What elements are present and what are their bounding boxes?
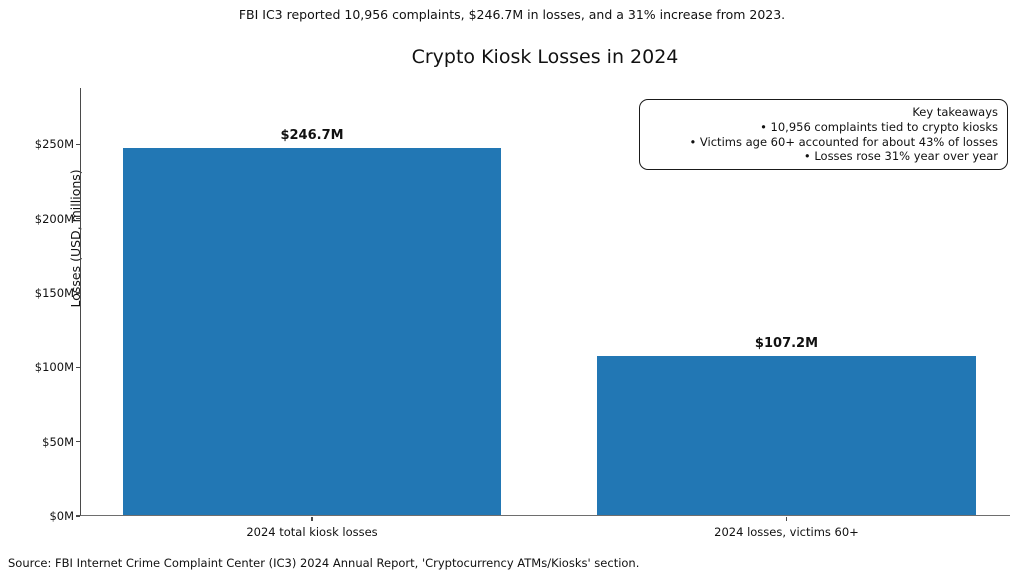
y-axis-tick-mark [76,515,80,517]
plot-area: $0M $50M $100M $150M $200M $250M $246.7M 2024 t… [35,88,1010,539]
takeaway-bullet: • Losses rose 31% year over year [803,149,998,164]
y-axis-tick-label: $250M [34,137,74,152]
y-axis-tick-mark [76,366,80,368]
y-axis-tick-mark [76,218,80,220]
y-axis-tick-mark [76,292,80,294]
x-axis-tick-mark [311,517,313,521]
y-axis-tick-mark [76,143,80,146]
y-axis-tick-label: $50M [42,434,74,449]
bar-2 [597,355,976,515]
bar-value-label: $246.7M [280,128,344,144]
key-takeaways-bullets: • 10,956 complaints tied to crypto kiosk… [646,120,998,164]
key-takeaways-title: Key takeaways [912,105,998,119]
x-axis-category-label: 2024 losses, victims 60+ [714,525,859,539]
y-axis-tick-label: $200M [34,211,74,226]
bar-1 [122,148,502,515]
takeaway-bullet: • Victims age 60+ accounted for about 43… [689,134,998,149]
key-takeaways-box: Key takeaways • 10,956 complaints tied t… [639,99,1008,170]
x-axis-category-label: 2024 total kiosk losses [246,525,378,539]
y-axis-tick-label: $0M [49,509,74,523]
y-axis-tick-mark [76,441,80,443]
chart-title: Crypto Kiosk Losses in 2024 [411,46,679,68]
takeaway-bullet: • 10,956 complaints tied to crypto kiosk… [760,119,998,134]
y-axis-tick-label: $150M [34,286,74,301]
source-note: Source: FBI Internet Crime Complaint Cen… [8,556,640,570]
y-axis-tick-label: $100M [34,360,74,375]
figure-subtitle: FBI IC3 reported 10,956 complaints, $246… [238,7,786,22]
bar-value-label: $107.2M [754,335,819,351]
x-axis-tick-mark [785,517,788,521]
